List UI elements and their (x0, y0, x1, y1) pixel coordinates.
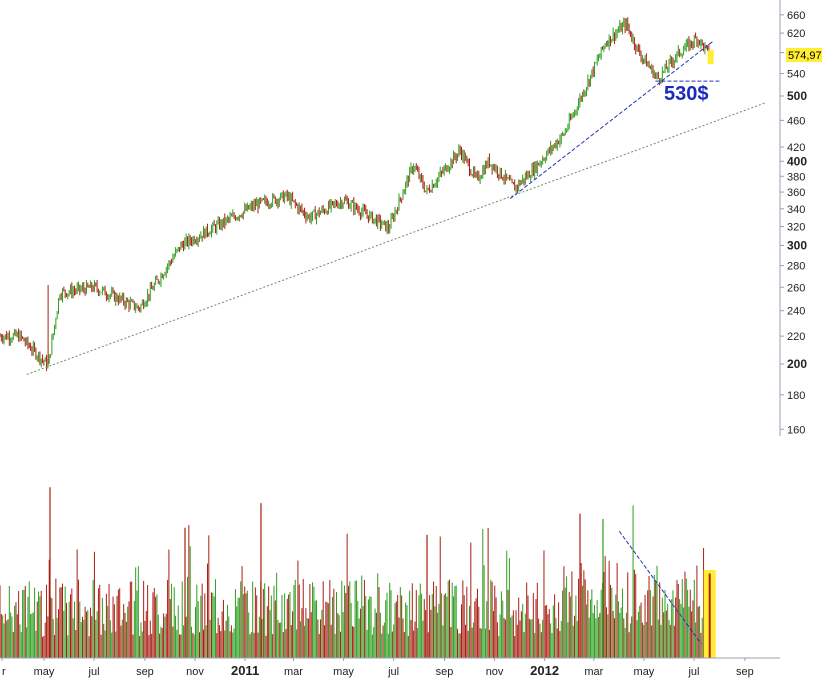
time-tick-label: sep (136, 666, 154, 678)
last-price-marker: 574,97 (786, 48, 822, 62)
price-tick-label: 360 (787, 187, 805, 199)
time-tick-label: sep (736, 666, 754, 678)
time-tick-label: may (634, 666, 655, 678)
time-tick-label: nov (186, 666, 204, 678)
volume-bars (0, 487, 716, 658)
price-candles (0, 17, 710, 372)
time-tick-label: nov (486, 666, 504, 678)
time-tick-label: jul (387, 666, 399, 678)
volume-trend-line (618, 530, 702, 645)
price-tick-label: 240 (787, 306, 805, 318)
price-axis: 1601802002202402602803003203403603804004… (779, 0, 807, 436)
price-tick-label: 320 (787, 222, 805, 234)
time-tick-label: 2011 (231, 663, 259, 678)
time-tick-label: may (34, 666, 55, 678)
price-tick-label: 660 (787, 10, 805, 22)
price-tick-label: 180 (787, 390, 805, 402)
price-trend-line (509, 40, 715, 200)
price-tick-label: 260 (787, 282, 805, 294)
time-axis: r may jul sep nov 2011 mar may jul sep nov 2012 mar m… (0, 657, 780, 678)
price-tick-label: 200 (787, 357, 807, 371)
time-tick-label: mar (284, 666, 303, 678)
price-tick-label: 380 (787, 171, 805, 183)
price-tick-label: 540 (787, 68, 805, 80)
price-trend-line (26, 102, 765, 375)
time-tick-label: may (333, 666, 354, 678)
last-price-label: 574,97 (788, 50, 822, 62)
time-tick-label: mar (584, 666, 603, 678)
time-tick-label: jul (687, 666, 699, 678)
price-tick-label: 220 (787, 331, 805, 343)
price-tick-label: 620 (787, 28, 805, 40)
last-price-box (786, 48, 822, 62)
price-tick-label: 460 (787, 115, 805, 127)
time-tick-label: 2012 (530, 663, 559, 678)
price-tick-label: 160 (787, 424, 805, 436)
price-annotation: 530$ (664, 83, 709, 105)
volume-trend-segment (618, 530, 702, 645)
time-tick-label: r (2, 666, 6, 678)
price-tick-label: 340 (787, 204, 805, 216)
price-tick-label: 300 (787, 238, 807, 252)
price-tick-label: 400 (787, 154, 807, 168)
price-trend-lines (26, 40, 765, 375)
price-tick-label: 420 (787, 142, 805, 154)
time-tick-label: sep (436, 666, 454, 678)
price-tick-label: 500 (787, 89, 807, 103)
current-price-flag (707, 50, 714, 65)
support-level-label: 530$ (664, 83, 709, 105)
price-tick-label: 280 (787, 261, 805, 273)
time-tick-label: jul (88, 666, 100, 678)
